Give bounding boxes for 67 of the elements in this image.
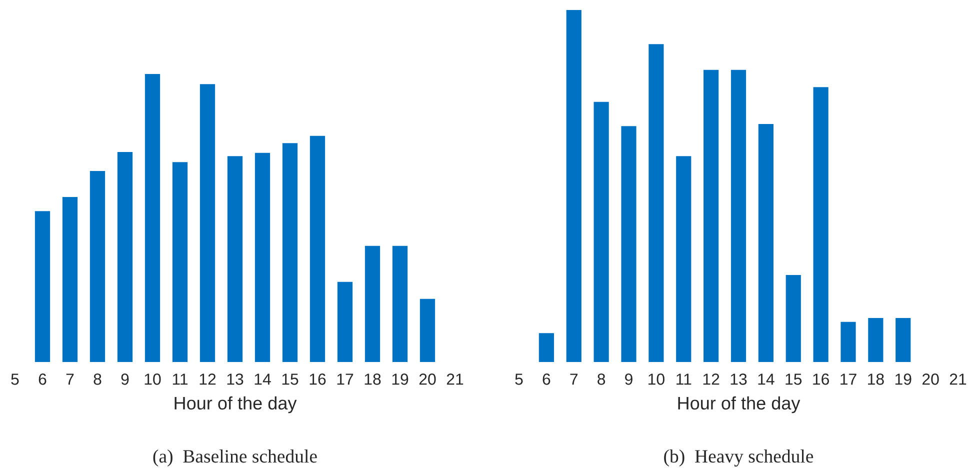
bar xyxy=(648,44,664,362)
x-tick-label: 14 xyxy=(254,374,271,385)
x-axis-title: Hour of the day xyxy=(678,396,800,414)
x-tick-label: 7 xyxy=(570,374,578,385)
bar xyxy=(566,10,582,362)
x-tick-label: 9 xyxy=(121,374,129,385)
x-tick-label: 18 xyxy=(868,374,884,385)
x-tick-label: 21 xyxy=(446,374,464,385)
x-tick-label: 16 xyxy=(813,374,829,385)
x-tick-label: 11 xyxy=(172,374,188,385)
bar xyxy=(62,196,78,362)
bar xyxy=(310,136,326,362)
x-tick-label: 18 xyxy=(364,374,381,385)
x-tick-label: 10 xyxy=(648,374,664,385)
x-tick-label: 6 xyxy=(38,374,46,385)
bar xyxy=(730,70,746,362)
x-tick-label: 15 xyxy=(786,374,802,385)
bar xyxy=(254,152,270,362)
x-tick-label: 13 xyxy=(227,374,244,385)
x-tick-label: 11 xyxy=(676,374,692,385)
bar xyxy=(621,126,636,362)
bar xyxy=(227,156,243,362)
bar xyxy=(34,211,50,362)
bar xyxy=(594,102,609,362)
x-tick-label: 14 xyxy=(758,374,774,385)
bar xyxy=(117,152,133,362)
x-tick-label: 16 xyxy=(310,374,326,385)
x-tick-label: 7 xyxy=(66,374,74,385)
x-tick-label: 8 xyxy=(598,374,606,385)
bar xyxy=(896,318,911,362)
x-tick-label: 15 xyxy=(282,374,298,385)
bar xyxy=(704,70,719,362)
x-tick-label: 10 xyxy=(144,374,161,385)
bar xyxy=(420,298,436,362)
bar xyxy=(676,156,692,362)
bar xyxy=(538,333,554,362)
bar xyxy=(172,162,188,362)
bar xyxy=(200,84,216,362)
bar xyxy=(364,246,380,362)
x-tick-label: 5 xyxy=(515,374,523,385)
text: (a) Baseline schedule xyxy=(153,450,317,466)
x-tick-label: 17 xyxy=(840,374,856,385)
x-tick-label: 8 xyxy=(94,374,102,385)
x-tick-label: 12 xyxy=(703,374,720,385)
x-tick-label: 20 xyxy=(922,374,939,385)
x-tick-label: 12 xyxy=(200,374,216,385)
x-tick-label: 13 xyxy=(730,374,747,385)
bar xyxy=(786,275,801,362)
bar xyxy=(282,143,298,362)
bar xyxy=(90,171,106,362)
bar xyxy=(840,322,856,362)
x-tick-label: 19 xyxy=(392,374,408,385)
x-tick-label: 19 xyxy=(895,374,912,385)
x-tick-label: 17 xyxy=(337,374,354,385)
bar xyxy=(813,87,828,362)
bar xyxy=(758,124,774,362)
x-tick-label: 21 xyxy=(950,374,966,385)
x-axis-title: Hour of the day xyxy=(174,396,297,414)
bar xyxy=(392,246,408,362)
bar xyxy=(144,74,160,362)
x-tick-label: 9 xyxy=(625,374,632,385)
bar xyxy=(868,318,884,362)
x-tick-label: 6 xyxy=(542,374,550,385)
x-tick-label: 5 xyxy=(11,374,19,385)
bar xyxy=(337,282,353,362)
x-tick-label: 20 xyxy=(419,374,436,385)
text: (b) Heavy schedule xyxy=(664,449,814,467)
